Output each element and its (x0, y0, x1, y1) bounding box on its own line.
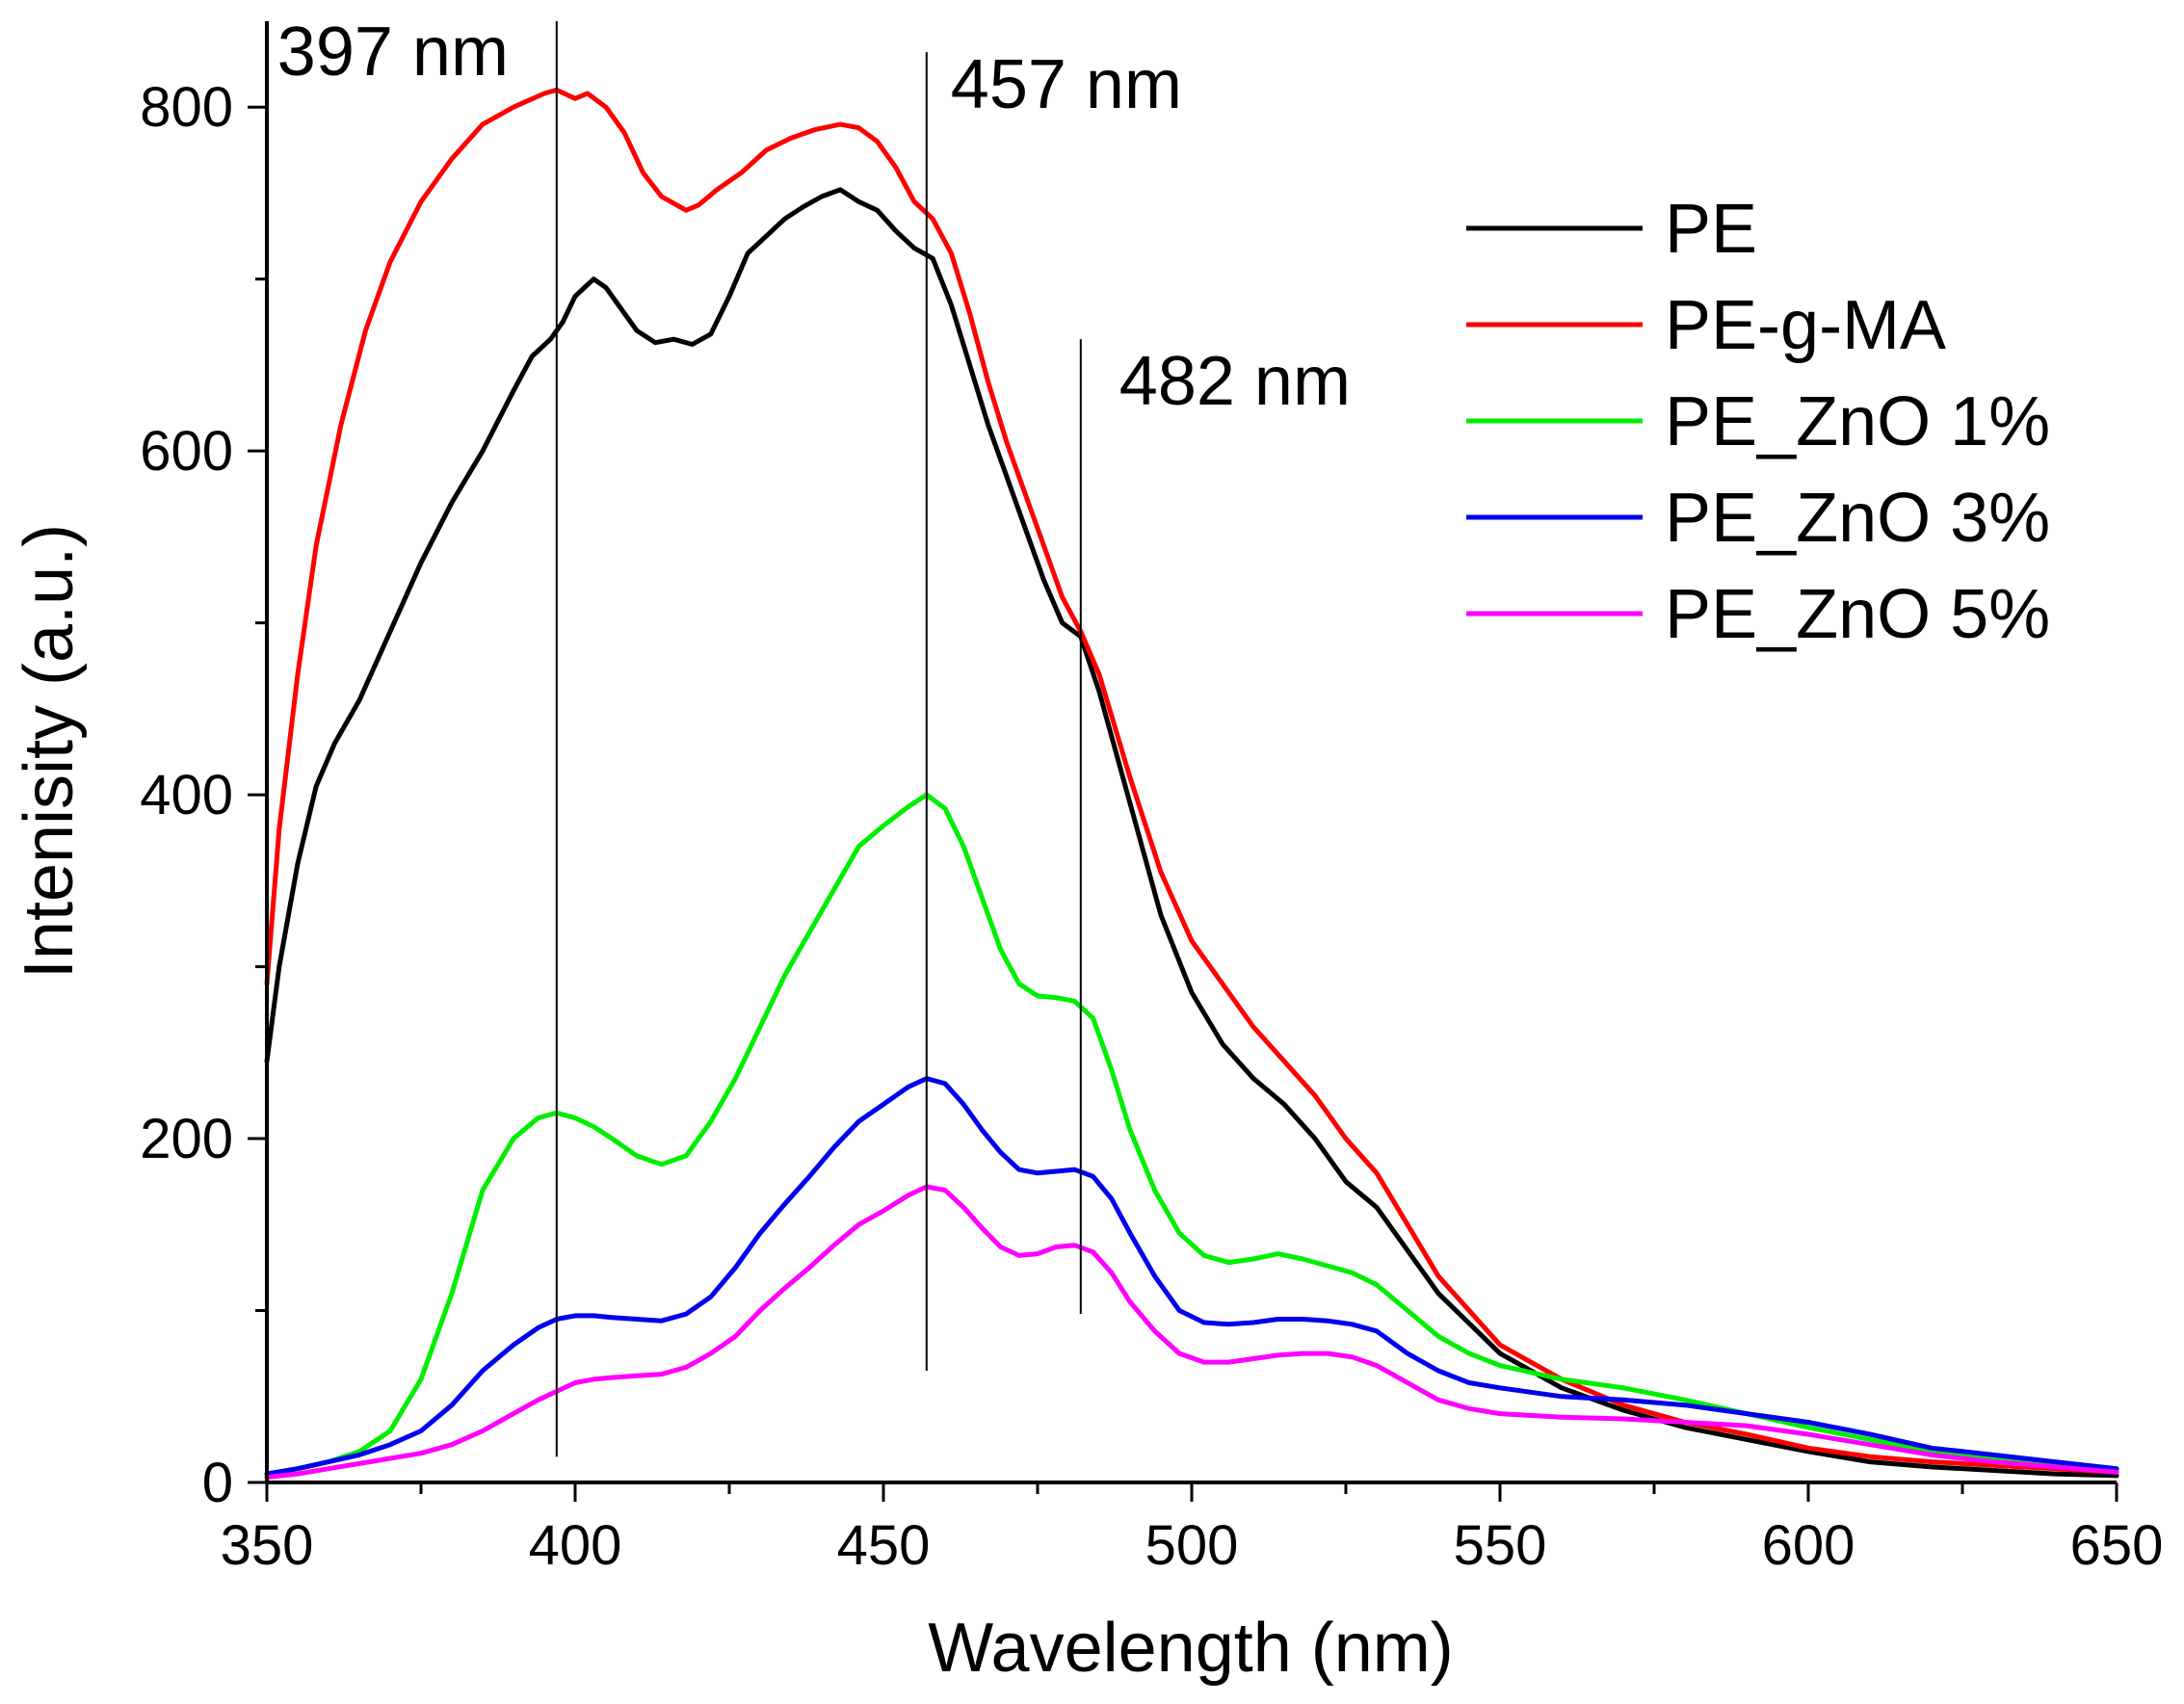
y-axis-title: Intenisity (a.u.) (11, 524, 88, 979)
x-tick-label: 600 (1762, 1514, 1855, 1577)
series-line-pe-zno-5 (264, 1184, 2119, 1481)
legend-label-pe-zno-5: PE_ZnO 5% (1665, 576, 2050, 653)
series-layer (264, 87, 2119, 1481)
series-line-pe-zno-3 (264, 1076, 2119, 1477)
series-line-pe-g-ma (264, 87, 2119, 1475)
legend-label-pe-zno-3: PE_ZnO 3% (1665, 480, 2050, 557)
x-tick-label: 650 (2070, 1514, 2164, 1577)
x-tick-label: 500 (1145, 1514, 1239, 1577)
annotation-layer: 397 nm 457 nm 482 nm (277, 13, 1351, 1457)
y-tick-label: 600 (140, 420, 233, 483)
legend: PE PE-g-MA PE_ZnO 1% PE_ZnO 3% PE_ZnO 5% (1466, 191, 2050, 653)
y-tick-label: 200 (140, 1108, 233, 1170)
x-tick-label: 550 (1454, 1514, 1547, 1577)
x-tick-label: 400 (529, 1514, 622, 1577)
y-tick-label: 800 (140, 76, 233, 139)
y-tick-label: 0 (202, 1452, 233, 1514)
legend-label-pe-g-ma: PE-g-MA (1665, 287, 1946, 364)
legend-label-pe: PE (1665, 191, 1757, 268)
axes: 350 400 450 500 550 600 650 0 200 400 600 800 (140, 21, 2163, 1577)
x-tick-label: 450 (837, 1514, 931, 1577)
series-line-pe-zno-1 (264, 792, 2119, 1477)
series-line-pe (264, 187, 2119, 1479)
annotation-label-397-nm: 397 nm (277, 13, 509, 91)
x-tick-label: 350 (221, 1514, 314, 1577)
annotation-label-457-nm: 457 nm (951, 46, 1182, 123)
legend-label-pe-zno-1: PE_ZnO 1% (1665, 383, 2050, 460)
annotation-label-482-nm: 482 nm (1119, 343, 1351, 420)
x-axis-title: Wavelength (nm) (928, 1610, 1454, 1687)
y-tick-label: 400 (140, 764, 233, 826)
